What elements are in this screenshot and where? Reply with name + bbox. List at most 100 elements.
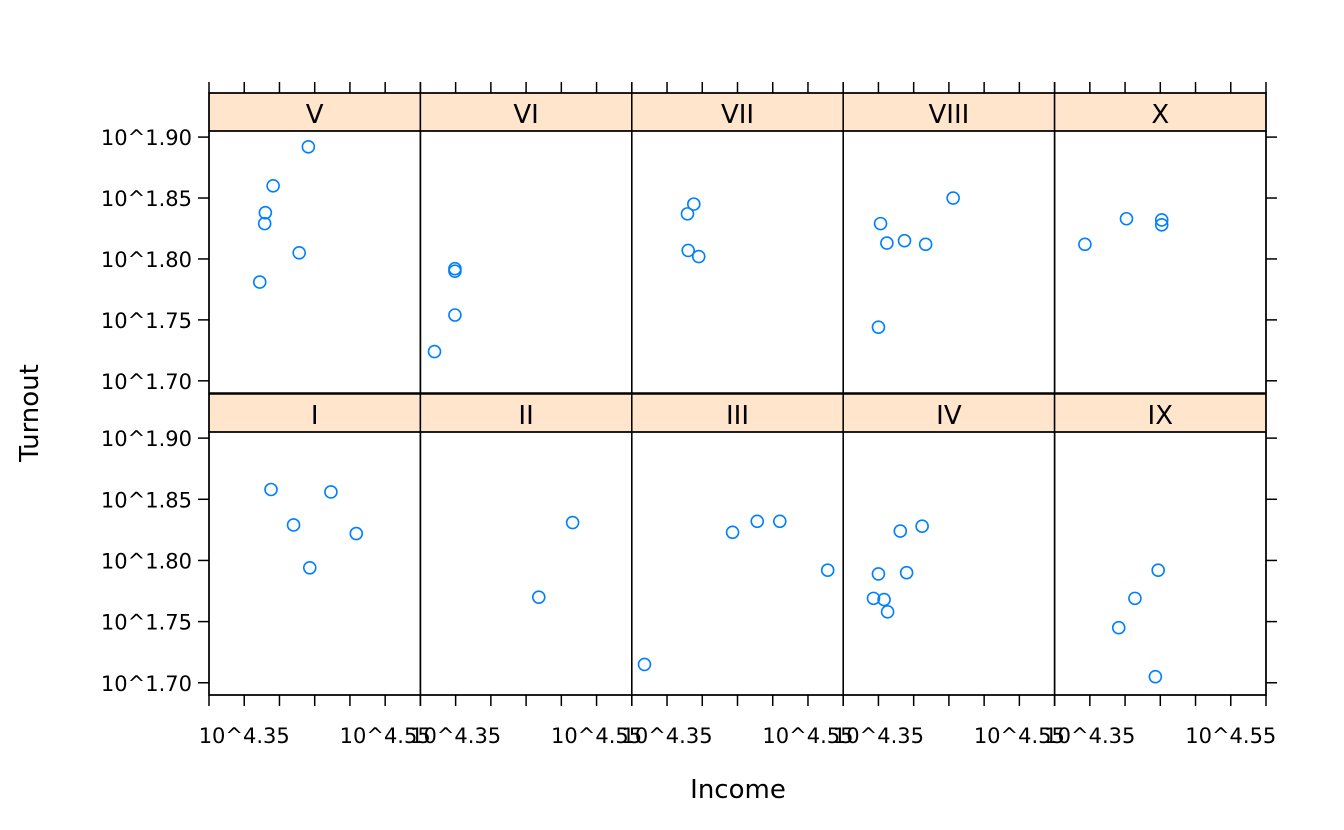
panel-frame-IV (842, 431, 1056, 696)
data-point (302, 560, 317, 575)
y-tick-label: 10^1.80 (101, 549, 192, 573)
strip-label-VI: VI (513, 100, 538, 130)
data-point (448, 308, 462, 322)
x-tick-label: 10^4.55 (551, 724, 642, 748)
data-point (918, 237, 933, 252)
x-tick-label: 10^4.35 (199, 724, 290, 748)
x-tick-label: 10^4.55 (1185, 724, 1276, 748)
data-point (1111, 620, 1126, 635)
data-point (531, 590, 546, 604)
y-tick-label: 10^1.80 (101, 248, 192, 272)
strip-VII (631, 92, 844, 132)
panel-frame-VI (419, 130, 633, 394)
strip-label-I: I (311, 401, 319, 431)
data-point (257, 216, 272, 231)
panels-group: V VI VII VIII XI II III IV IX (208, 92, 1267, 696)
data-point (877, 592, 891, 607)
panel-VI: VI (419, 92, 633, 394)
strip-label-V: V (306, 100, 324, 130)
data-point (448, 261, 462, 276)
panel-frame-III (631, 431, 844, 696)
data-point (915, 519, 929, 533)
data-point (691, 249, 706, 264)
data-point (725, 525, 740, 540)
panel-III: III (631, 393, 844, 696)
panel-frame-V (208, 130, 422, 394)
x-axis-title: Income (690, 775, 786, 805)
x-tick-label: 10^4.35 (621, 724, 712, 748)
data-point (264, 482, 278, 497)
data-point (880, 605, 895, 619)
panel-X: X (1053, 92, 1267, 394)
strip-label-II: II (518, 401, 533, 431)
data-point (680, 207, 695, 221)
data-point (873, 216, 888, 231)
data-point (1154, 213, 1169, 227)
data-point (897, 233, 912, 248)
y-tick-label: 10^1.90 (101, 427, 192, 451)
data-point (1154, 218, 1169, 232)
data-point (1119, 211, 1134, 226)
panel-VIII: VIII (842, 92, 1056, 394)
data-point (681, 243, 695, 258)
y-tick-label: 10^1.85 (101, 488, 192, 512)
data-point (252, 275, 267, 289)
data-point (871, 567, 886, 581)
strip-I (208, 393, 422, 433)
data-point (893, 524, 908, 538)
data-point (899, 565, 914, 580)
data-point (258, 205, 273, 220)
data-point (292, 246, 306, 260)
strip-III (631, 393, 844, 433)
data-point (772, 514, 787, 529)
data-point (266, 179, 280, 193)
data-point (1148, 669, 1163, 684)
strip-label-IV: IV (936, 401, 962, 431)
strip-label-III: III (726, 401, 749, 431)
strip-VI (419, 92, 633, 132)
data-point (1151, 563, 1165, 578)
strip-V (208, 92, 422, 132)
panel-frame-IX (1053, 431, 1267, 696)
data-point (946, 191, 960, 205)
x-tick-label: 10^4.55 (340, 724, 431, 748)
y-tick-label: 10^1.75 (101, 309, 192, 333)
data-point (637, 657, 652, 672)
data-point (349, 526, 364, 541)
panel-frame-VIII (842, 130, 1056, 394)
y-axis-title: Turnout (15, 364, 45, 463)
panel-I: I (208, 393, 422, 696)
strip-label-X: X (1151, 100, 1169, 130)
data-point (324, 485, 338, 499)
y-tick-label: 10^1.70 (101, 672, 192, 696)
panel-frame-X (1053, 130, 1267, 394)
data-point (687, 197, 701, 211)
y-tick-label: 10^1.85 (101, 187, 192, 211)
y-tick-label: 10^1.70 (101, 370, 192, 394)
data-point (301, 140, 316, 154)
data-point (1128, 591, 1142, 606)
strip-label-VIII: VIII (929, 100, 970, 130)
strip-IX (1053, 393, 1267, 433)
data-point (820, 563, 835, 578)
strip-label-VII: VII (721, 100, 754, 130)
strip-X (1053, 92, 1267, 132)
x-tick-label: 10^4.35 (410, 724, 501, 748)
panel-V: V (208, 92, 422, 394)
x-tick-label: 10^4.35 (833, 724, 924, 748)
panel-IV: IV (842, 393, 1056, 696)
panel-IX: IX (1053, 393, 1267, 696)
data-point (286, 518, 301, 532)
panel-frame-II (419, 431, 633, 696)
y-tick-label: 10^1.90 (101, 126, 192, 150)
data-point (880, 236, 894, 250)
strip-label-IX: IX (1148, 401, 1173, 431)
data-point (565, 515, 580, 530)
data-point (750, 514, 765, 529)
data-point (1078, 237, 1092, 252)
x-tick-label: 10^4.55 (974, 724, 1065, 748)
data-point (866, 591, 881, 606)
y-tick-label: 10^1.75 (101, 611, 192, 635)
x-tick-label: 10^4.55 (762, 724, 853, 748)
